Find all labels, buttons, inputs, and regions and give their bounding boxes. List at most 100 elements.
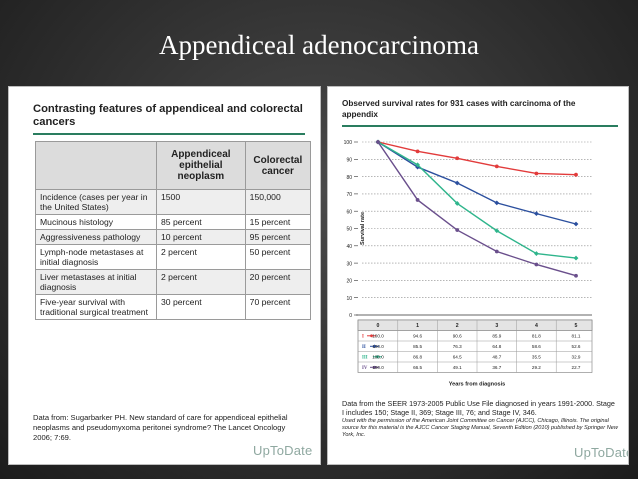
table-header-row: Appendiceal epithelial neoplasm Colorect… (35, 141, 312, 190)
table-header-cell: Colorectal cancer (244, 141, 312, 190)
data-point (494, 164, 499, 169)
y-tick-label: 20 (346, 279, 352, 285)
series-line-IV (377, 141, 577, 277)
chart-source-permission: Used with the permission of the American… (342, 418, 618, 439)
table-cell: 85 percent (156, 214, 246, 230)
table-cell: 30 percent (156, 294, 246, 320)
data-point (534, 211, 539, 217)
y-tick-label: 70 (346, 192, 352, 198)
data-label: 36.7 (492, 365, 501, 370)
survival-line-chart: 0 10 20 30 40 50 60 70 80 90 100 Survival rate 0 1 2 3… (344, 139, 593, 388)
table-cell: Lymph-node metastases at initial diagnos… (35, 244, 157, 270)
uptodate-logo: UpToDate (574, 445, 629, 460)
slide-title: Appendiceal adenocarcinoma (158, 30, 480, 60)
x-tick-label: 2 (456, 323, 459, 329)
table-cell: 2 percent (156, 244, 246, 270)
legend-label-IV: IV (362, 366, 368, 371)
y-tick-label: 40 (346, 244, 352, 250)
data-point (376, 140, 380, 144)
chart-source-main: Data from the SEER 1973-2005 Public Use … (342, 399, 615, 418)
table-cell: 1500 (156, 189, 246, 215)
data-point (573, 255, 579, 261)
data-label: 100.0 (372, 365, 384, 370)
data-label: 85.9 (492, 334, 501, 339)
data-label: 58.6 (532, 344, 541, 349)
table-cell: 50 percent (244, 244, 312, 270)
series-line-I (377, 141, 577, 176)
data-table-header-bg (357, 319, 593, 331)
table-cell: Liver metastases at initial diagnosis (35, 269, 157, 295)
data-label: 52.6 (572, 344, 581, 349)
y-tick-label: 60 (346, 209, 352, 215)
table-row: Incidence (cases per year in the United … (35, 189, 312, 215)
data-point (573, 221, 579, 227)
data-label: 32.9 (572, 355, 581, 360)
legend-label-II: II (362, 345, 366, 350)
table-header-cell: Appendiceal epithelial neoplasm (156, 141, 246, 190)
legend-label-III: III (362, 356, 368, 361)
y-tick-label: 50 (346, 227, 352, 233)
data-point (494, 249, 499, 254)
table-cell: Incidence (cases per year in the United … (35, 189, 157, 215)
data-point (534, 171, 539, 176)
table-cell: 150,000 (244, 189, 312, 215)
x-tick-label: 1 (416, 323, 419, 329)
data-point (415, 198, 420, 202)
x-axis-label: Years from diagnosis (449, 382, 506, 388)
data-label: 85.5 (413, 344, 422, 349)
data-label: 64.8 (492, 344, 501, 349)
table-cell: 10 percent (156, 229, 246, 245)
chart-title: Observed survival rates for 931 cases wi… (342, 99, 576, 119)
data-point (574, 273, 578, 278)
uptodate-logo: UpToDate (253, 443, 313, 458)
table-cell: 20 percent (244, 269, 312, 295)
title-divider (33, 133, 305, 135)
table-cell: Five-year survival with traditional surg… (35, 294, 157, 320)
table-row: Mucinous histology 85 percent 15 percent (35, 214, 312, 230)
data-label: 49.1 (453, 365, 462, 370)
data-point (494, 200, 500, 206)
data-point (454, 180, 460, 186)
legend-swatch-marker (372, 344, 377, 349)
x-tick-label: 3 (495, 323, 498, 329)
legend-swatch-marker (370, 334, 373, 338)
data-point (534, 262, 539, 267)
y-tick-label: 10 (346, 296, 352, 302)
table-cell: Mucinous histology (35, 214, 157, 230)
table-title: Contrasting features of appendiceal and … (33, 103, 303, 128)
y-tick-label: 0 (349, 313, 352, 319)
data-label: 29.2 (532, 365, 541, 370)
series-line-III (377, 141, 577, 259)
title-divider (342, 125, 618, 127)
table-source: Data from: Sugarbarker PH. New standard … (33, 413, 288, 442)
x-tick-label: 5 (575, 323, 578, 329)
data-label: 76.3 (453, 344, 462, 349)
chart-source: Data from the SEER 1973-2005 Public Use … (342, 399, 618, 439)
data-point (534, 251, 539, 256)
data-label: 100.0 (372, 334, 384, 339)
table-cell: 2 percent (156, 269, 246, 295)
table-row: Five-year survival with traditional surg… (35, 294, 312, 320)
legend-label-I: I (362, 335, 364, 340)
data-point (494, 228, 500, 234)
table-row: Aggressiveness pathology 10 percent 95 p… (35, 229, 312, 245)
table-cell: Aggressiveness pathology (35, 229, 157, 245)
data-label: 35.5 (532, 355, 541, 360)
y-tick-label: 90 (346, 158, 352, 164)
data-label: 66.5 (413, 365, 422, 370)
data-label: 81.8 (532, 334, 541, 339)
survival-chart-panel: Observed survival rates for 931 cases wi… (327, 86, 629, 465)
legend-swatch-marker (373, 365, 376, 369)
data-point (415, 149, 420, 154)
data-label: 81.1 (572, 334, 581, 339)
table-header-cell (35, 141, 157, 190)
x-tick-label: 4 (535, 323, 538, 329)
data-point (454, 201, 460, 206)
y-tick-label: 100 (344, 140, 353, 146)
data-label: 94.6 (413, 334, 422, 339)
data-point (415, 162, 420, 168)
data-label: 86.8 (413, 355, 422, 360)
data-point (574, 172, 578, 177)
y-tick-label: 80 (346, 175, 352, 181)
data-point (455, 156, 460, 161)
